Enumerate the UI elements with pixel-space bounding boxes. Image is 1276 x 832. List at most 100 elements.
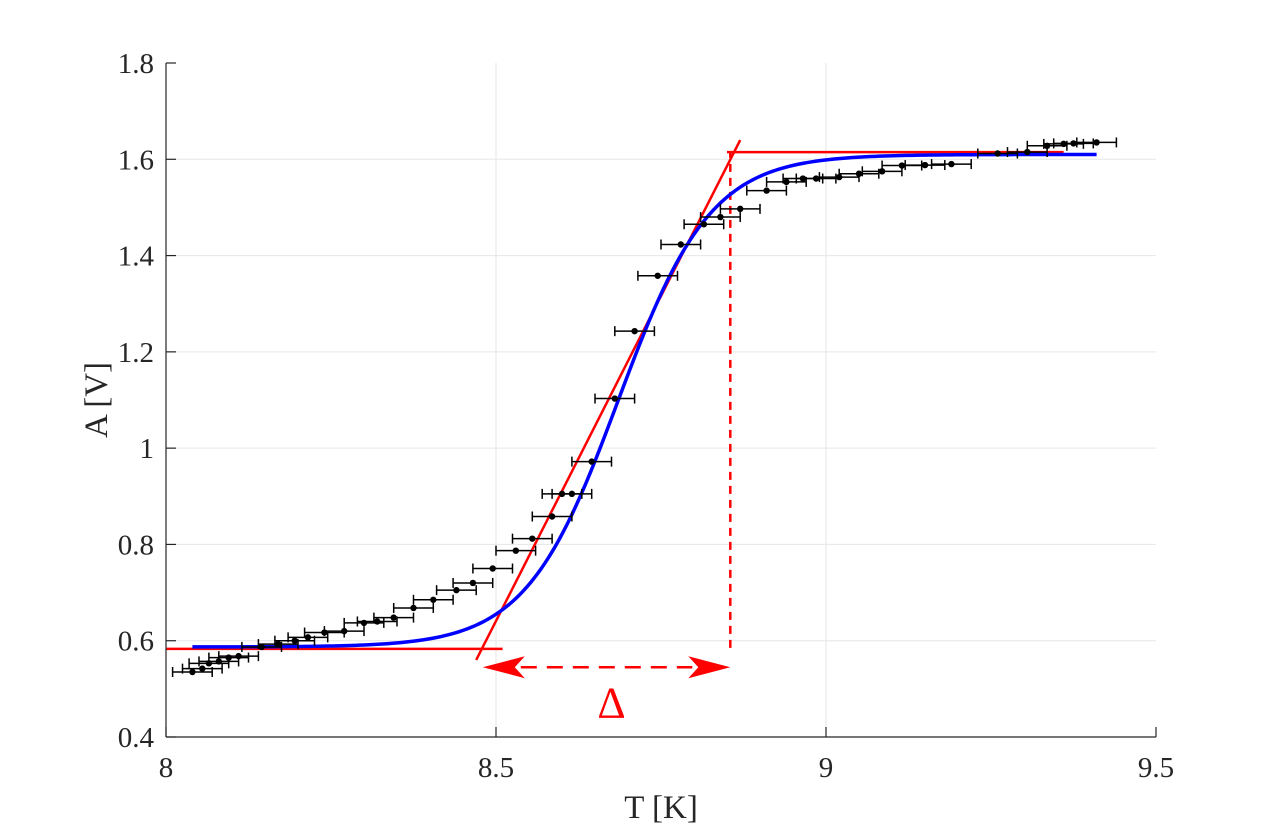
point-marker <box>189 668 196 676</box>
point-marker <box>341 627 348 635</box>
data-point <box>511 533 553 544</box>
y-tick-label: 1.4 <box>118 241 155 273</box>
data-point <box>683 219 725 230</box>
data-point <box>614 326 656 337</box>
measured-points <box>171 137 1118 678</box>
point-marker <box>700 221 708 228</box>
data-point <box>719 203 761 214</box>
data-point <box>571 456 613 467</box>
data-point <box>531 511 573 522</box>
data-point <box>181 663 223 674</box>
point-marker <box>654 272 661 279</box>
data-point <box>838 168 880 179</box>
data-point <box>1006 147 1048 158</box>
point-marker <box>360 619 368 627</box>
y-tick-label: 0.4 <box>118 722 155 754</box>
delta-label: Δ <box>597 678 625 727</box>
point-marker <box>921 161 929 169</box>
point-marker <box>235 652 242 660</box>
x-tick-label: 8.5 <box>478 752 514 784</box>
data-point <box>795 173 837 184</box>
data-point <box>1076 137 1118 148</box>
data-point <box>637 270 679 281</box>
point-marker <box>783 178 790 186</box>
x-tick-label: 8 <box>159 752 174 784</box>
point-marker <box>717 213 724 221</box>
y-axis-label: A [V] <box>79 362 115 438</box>
data-point <box>765 176 807 187</box>
y-tick-label: 1.2 <box>118 337 154 369</box>
point-marker <box>1024 148 1031 156</box>
point-marker <box>611 395 618 402</box>
point-marker <box>588 458 595 465</box>
point-marker <box>304 634 312 641</box>
data-point <box>373 612 415 623</box>
delta-arrow-right-head <box>688 656 731 679</box>
data-point <box>435 585 477 596</box>
tick-labels: 8 8.5 9 9.5 0.4 0.6 0.8 1 1.2 1.4 1.6 1.8 <box>118 48 1174 784</box>
point-marker <box>512 547 519 554</box>
y-tick-label: 0.6 <box>118 626 154 658</box>
point-marker <box>430 596 437 603</box>
data-point <box>472 563 514 574</box>
point-marker <box>529 535 536 542</box>
point-marker <box>453 586 460 594</box>
data-point <box>861 166 903 177</box>
point-marker <box>898 162 906 169</box>
data-point <box>392 602 435 613</box>
point-marker <box>225 654 232 661</box>
point-marker <box>1093 139 1100 146</box>
delta-arrow-left-head <box>482 656 525 679</box>
point-marker <box>677 241 684 248</box>
x-axis-label: T [K] <box>624 790 698 826</box>
y-tick-label: 1.8 <box>118 48 154 80</box>
point-marker <box>215 658 222 665</box>
data-point <box>1052 138 1095 149</box>
point-marker <box>631 327 638 335</box>
axes <box>165 62 1157 738</box>
data-point <box>746 185 788 196</box>
point-marker <box>1070 140 1077 147</box>
data-point <box>660 239 702 250</box>
point-marker <box>568 490 576 498</box>
point-marker <box>948 160 955 168</box>
data-point <box>412 594 454 605</box>
slope-line <box>475 139 742 661</box>
data-point <box>452 577 494 588</box>
fit-curve <box>192 152 1097 649</box>
point-marker <box>374 618 381 625</box>
fit-curve-line <box>192 152 1097 649</box>
point-marker <box>737 205 744 213</box>
point-marker <box>258 643 265 651</box>
data-point <box>904 160 946 171</box>
y-tick-label: 0.8 <box>118 529 154 561</box>
point-marker <box>994 150 1001 157</box>
data-point <box>930 159 972 170</box>
data-point <box>699 212 741 223</box>
data-point <box>977 148 1019 159</box>
point-marker <box>812 175 820 182</box>
grid-lines <box>166 63 1156 737</box>
point-marker <box>275 640 282 648</box>
data-point <box>218 651 260 662</box>
point-marker <box>410 604 417 612</box>
point-marker <box>855 170 863 177</box>
data-point <box>594 393 636 404</box>
point-marker <box>469 579 477 587</box>
data-point <box>551 488 593 499</box>
point-marker <box>878 168 886 175</box>
x-tick-label: 9.5 <box>1138 752 1174 784</box>
point-marker <box>199 665 206 672</box>
data-point <box>495 545 537 556</box>
x-tick-label: 9 <box>819 752 834 784</box>
point-marker <box>291 637 298 644</box>
point-marker <box>763 187 770 194</box>
y-tick-label: 1.6 <box>118 144 154 176</box>
point-marker <box>390 614 397 621</box>
point-marker <box>548 513 556 520</box>
point-marker <box>489 565 496 572</box>
data-point <box>323 626 365 637</box>
data-point <box>287 632 329 643</box>
y-tick-label: 1 <box>140 433 155 465</box>
